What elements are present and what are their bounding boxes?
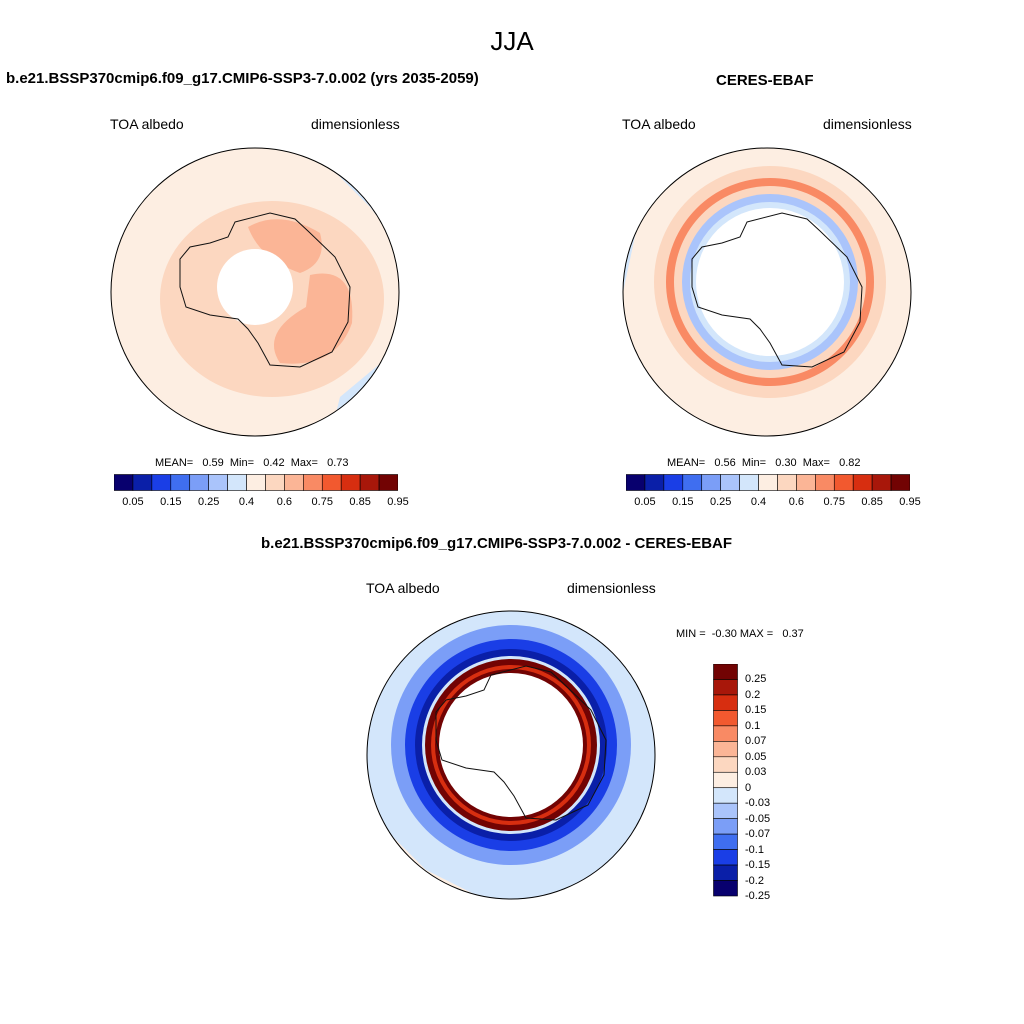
colorbar-box [340, 474, 361, 491]
diff-stats: MIN = -0.30 MAX = 0.37 [676, 628, 804, 640]
colorbar-box [114, 474, 134, 491]
colorbar-box [713, 664, 738, 680]
colorbar-tick-label: 0.4 [238, 496, 255, 508]
colorbar-box [713, 756, 738, 773]
colorbar-box [208, 474, 228, 491]
colorbar-box [713, 864, 738, 881]
colorbar-box [227, 474, 247, 491]
season-title: JJA [490, 26, 534, 56]
colorbar-tick-label: 0.05 [122, 496, 144, 508]
colorbar-tick-label: 0.25 [745, 673, 767, 686]
colorbar-tick-label: 0.85 [349, 496, 371, 508]
colorbar-box [265, 474, 285, 491]
colorbar-tick-label: 0.75 [823, 496, 845, 508]
model-units-label: dimensionless [311, 116, 400, 132]
diff-variable-label: TOA albedo [366, 580, 440, 596]
colorbar-tick-label: 0.6 [276, 496, 293, 508]
model-colorbar [114, 474, 398, 491]
diff-units-label: dimensionless [567, 580, 656, 596]
model-map [110, 147, 400, 437]
colorbar-tick-label: 0 [745, 781, 752, 794]
model-stats: MEAN= 0.59 Min= 0.42 Max= 0.73 [155, 457, 349, 469]
colorbar-tick-label: -0.1 [745, 843, 764, 856]
colorbar-tick-label: -0.07 [745, 828, 771, 841]
colorbar-tick-label: 0.07 [745, 735, 767, 748]
colorbar-box [284, 474, 304, 491]
colorbar-box [170, 474, 191, 491]
colorbar-tick-label: 0.15 [745, 704, 767, 717]
colorbar-box [189, 474, 209, 491]
colorbar-box [378, 474, 398, 491]
colorbar-tick-label: 0.15 [672, 496, 694, 508]
colorbar-box [833, 474, 854, 491]
colorbar-tick-label: 0.15 [160, 496, 182, 508]
colorbar-box [739, 474, 759, 491]
colorbar-box [890, 474, 910, 491]
colorbar-box [713, 710, 738, 727]
colorbar-tick-label: 0.95 [899, 496, 921, 508]
colorbar-tick-label: -0.05 [745, 812, 771, 825]
colorbar-box [246, 474, 266, 491]
colorbar-box [644, 474, 665, 491]
colorbar-tick-label: 0.4 [750, 496, 767, 508]
colorbar-box [852, 474, 873, 491]
colorbar-tick-label: 0.95 [387, 496, 409, 508]
colorbar-box [701, 474, 721, 491]
obs-variable-label: TOA albedo [622, 116, 696, 132]
colorbar-tick-label: 0.25 [709, 496, 732, 508]
colorbar-box [682, 474, 703, 491]
colorbar-box [132, 474, 153, 491]
model-variable-label: TOA albedo [110, 116, 184, 132]
colorbar-box [713, 679, 738, 696]
colorbar-box [713, 771, 738, 789]
colorbar-box [713, 741, 738, 758]
colorbar-box [713, 849, 738, 866]
obs-stats: MEAN= 0.56 Min= 0.30 Max= 0.82 [667, 457, 861, 469]
colorbar-tick-label: -0.2 [745, 874, 764, 887]
model-panel-title: b.e21.BSSP370cmip6.f09_g17.CMIP6-SSP3-7.… [6, 70, 479, 87]
colorbar-tick-label: -0.03 [745, 797, 771, 810]
colorbar-box [796, 474, 816, 491]
colorbar-tick-label: 0.85 [861, 496, 883, 508]
colorbar-box [758, 474, 778, 491]
colorbar-tick-label: 0.03 [745, 766, 767, 779]
colorbar-tick-label: 0.05 [745, 750, 767, 763]
colorbar-tick-label: -0.25 [745, 890, 771, 902]
colorbar-box [713, 818, 738, 835]
colorbar-box [713, 694, 738, 711]
colorbar-box [663, 474, 684, 491]
diff-map [366, 610, 656, 900]
colorbar-tick-label: 0.75 [311, 496, 333, 508]
colorbar-tick-label: 0.1 [745, 719, 761, 732]
diff-panel-title: b.e21.BSSP370cmip6.f09_g17.CMIP6-SSP3-7.… [261, 535, 733, 552]
obs-panel-title: CERES-EBAF [716, 72, 814, 89]
diff-colorbar [713, 664, 738, 897]
colorbar-box [151, 474, 172, 491]
colorbar-box [713, 802, 738, 819]
colorbar-box [720, 474, 740, 491]
colorbar-box [321, 474, 342, 491]
colorbar-tick-label: 0.2 [745, 688, 761, 701]
obs-map [622, 147, 912, 437]
colorbar-box [871, 474, 892, 491]
colorbar-tick-label: 0.6 [788, 496, 805, 508]
colorbar-tick-label: 0.25 [197, 496, 220, 508]
colorbar-box [777, 474, 797, 491]
colorbar-tick-label: 0.05 [634, 496, 656, 508]
colorbar-box [303, 474, 323, 491]
colorbar-box [713, 725, 738, 742]
obs-units-label: dimensionless [823, 116, 912, 132]
colorbar-box [713, 880, 738, 897]
colorbar-box [359, 474, 380, 491]
colorbar-box [713, 833, 738, 850]
colorbar-box [815, 474, 835, 491]
colorbar-box [626, 474, 646, 491]
obs-colorbar [626, 474, 910, 491]
colorbar-box [713, 787, 738, 804]
colorbar-tick-label: -0.15 [745, 859, 771, 872]
